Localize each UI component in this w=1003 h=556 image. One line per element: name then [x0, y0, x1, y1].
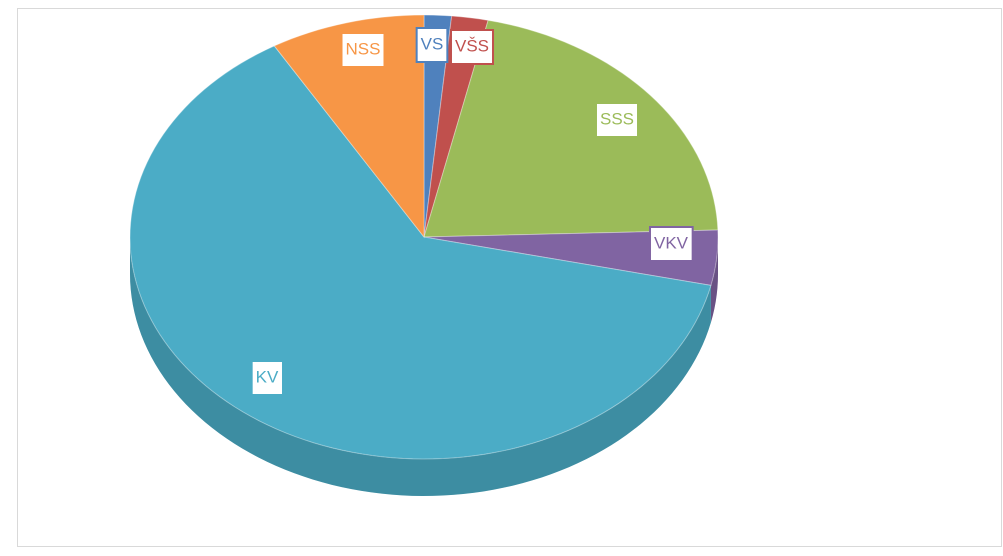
data-label: SSS [594, 102, 640, 138]
label-box [648, 226, 694, 262]
tops [129, 14, 719, 460]
data-label: VS [415, 27, 449, 63]
label-box [250, 360, 284, 396]
pie-side [710, 237, 718, 323]
label-text: KV [256, 367, 279, 386]
pie-slice [273, 14, 425, 239]
label-box [340, 32, 386, 68]
label-text: NSS [346, 39, 381, 58]
label-text: SSS [600, 109, 634, 128]
data-label: NSS [340, 32, 386, 68]
pie-side [130, 237, 711, 496]
label-box [594, 102, 640, 138]
sides [130, 237, 718, 496]
data-label: VŠS [449, 29, 495, 65]
labels: VS VŠS SSS VKV KV NSS [250, 27, 694, 396]
label-box [449, 29, 495, 65]
pie-slice [423, 19, 719, 238]
label-text: VKV [654, 233, 689, 252]
label-text: VS [421, 34, 444, 53]
pie-slice [423, 229, 719, 286]
label-text: VŠS [455, 36, 489, 55]
data-label: KV [250, 360, 284, 396]
pie-slice [423, 15, 489, 238]
label-box [415, 27, 449, 63]
pie-side-shade [130, 237, 711, 496]
pie-slice [129, 45, 712, 460]
data-label: VKV [648, 226, 694, 262]
pie-side-shade [710, 237, 718, 323]
